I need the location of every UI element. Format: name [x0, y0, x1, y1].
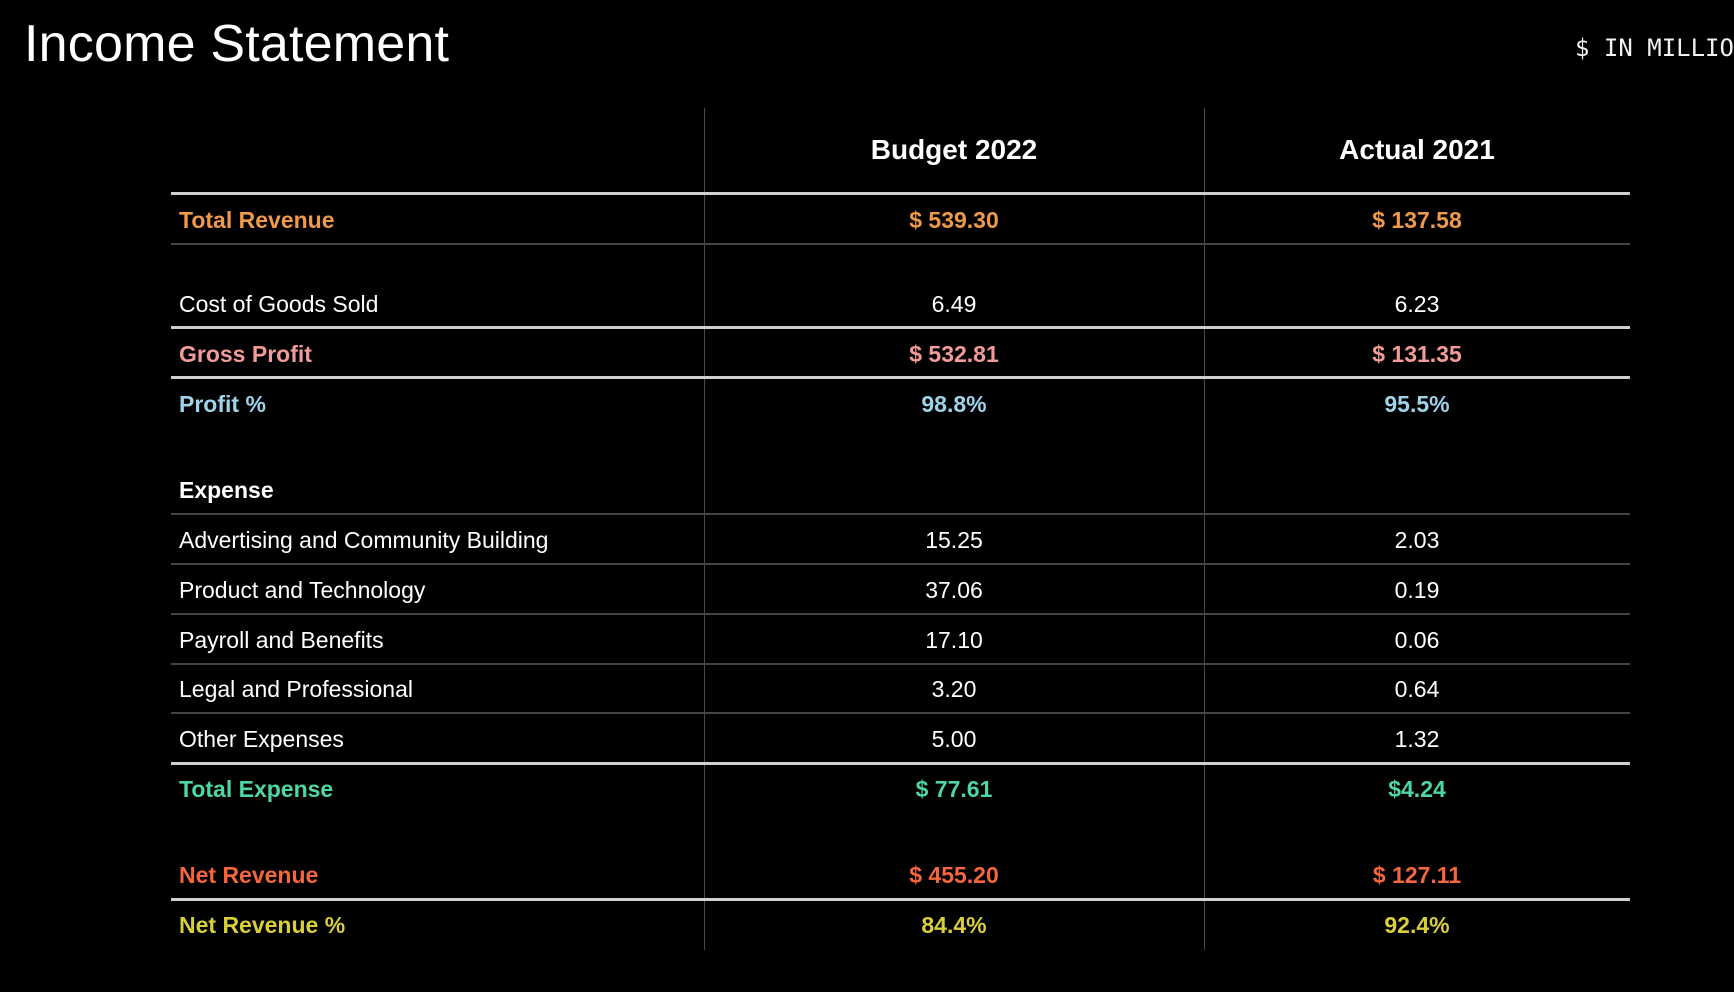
budget-2022-value: $ 455.20 — [909, 862, 999, 888]
row-label: Profit % — [179, 391, 266, 417]
table-row-total-revenue: Total Revenue $ 539.30 $ 137.58 — [171, 205, 1630, 235]
row-divider — [171, 762, 1630, 765]
budget-2022-value: 3.20 — [931, 676, 977, 702]
column-divider — [704, 108, 705, 950]
row-label: Payroll and Benefits — [179, 627, 384, 653]
row-label: Net Revenue — [179, 862, 319, 888]
budget-2022-value: 5.00 — [931, 726, 977, 752]
table-row-net-revenue: Net Revenue $ 455.20 $ 127.11 — [171, 860, 1630, 890]
row-label: Gross Profit — [179, 341, 312, 367]
actual-2021-value: 2.03 — [1394, 527, 1440, 553]
table-row-advertising: Advertising and Community Building 15.25… — [171, 525, 1630, 555]
budget-2022-value: 6.49 — [931, 291, 977, 317]
budget-2022-value: $ 539.30 — [909, 207, 999, 233]
row-label: Product and Technology — [179, 577, 426, 603]
budget-2022-value: $ 532.81 — [909, 341, 999, 367]
row-label: Cost of Goods Sold — [179, 291, 379, 317]
actual-2021-value: 95.5% — [1384, 391, 1450, 417]
row-label: Net Revenue % — [179, 912, 346, 938]
header-budget-2022: Budget 2022 — [870, 134, 1038, 165]
actual-2021-value: 0.06 — [1394, 627, 1440, 653]
row-divider — [171, 563, 1630, 565]
actual-2021-value: 92.4% — [1384, 912, 1450, 938]
row-divider — [171, 326, 1630, 329]
row-divider — [171, 376, 1630, 379]
actual-2021-value: 1.32 — [1394, 726, 1440, 752]
header-divider — [171, 192, 1630, 195]
header-actual-2021: Actual 2021 — [1339, 134, 1495, 165]
table-row-total-expense: Total Expense $ 77.61 $4.24 — [171, 774, 1630, 804]
row-label: Other Expenses — [179, 726, 344, 752]
row-divider — [171, 898, 1630, 901]
row-label: Total Expense — [179, 776, 334, 802]
income-statement-table: Budget 2022 Actual 2021 Total Revenue $ … — [171, 108, 1630, 950]
budget-2022-value: 17.10 — [925, 627, 983, 653]
actual-2021-value: $ 131.35 — [1372, 341, 1462, 367]
budget-2022-value: 15.25 — [925, 527, 983, 553]
budget-2022-value: 84.4% — [921, 912, 987, 938]
budget-2022-value: 98.8% — [921, 391, 987, 417]
budget-2022-value: 37.06 — [925, 577, 983, 603]
budget-2022-value: $ 77.61 — [915, 776, 993, 802]
actual-2021-value: 0.19 — [1394, 577, 1440, 603]
column-divider — [1204, 108, 1205, 950]
table-row-other-expenses: Other Expenses 5.00 1.32 — [171, 724, 1630, 754]
actual-2021-value: $ 137.58 — [1372, 207, 1462, 233]
table-row-cogs: Cost of Goods Sold 6.49 6.23 — [171, 289, 1630, 319]
table-row-gross-profit: Gross Profit $ 532.81 $ 131.35 — [171, 339, 1630, 369]
section-label: Expense — [179, 477, 274, 503]
row-divider — [171, 243, 1630, 245]
actual-2021-value: $ 127.11 — [1372, 862, 1462, 888]
table-row-payroll: Payroll and Benefits 17.10 0.06 — [171, 625, 1630, 655]
units-label: $ IN MILLIONS — [1575, 34, 1734, 62]
row-label: Advertising and Community Building — [179, 527, 549, 553]
row-label: Legal and Professional — [179, 676, 413, 702]
row-divider — [171, 513, 1630, 515]
actual-2021-value: 6.23 — [1394, 291, 1440, 317]
actual-2021-value: 0.64 — [1394, 676, 1440, 702]
table-row-product-technology: Product and Technology 37.06 0.19 — [171, 575, 1630, 605]
actual-2021-value: $4.24 — [1388, 776, 1446, 802]
row-label: Total Revenue — [179, 207, 335, 233]
table-row-profit-pct: Profit % 98.8% 95.5% — [171, 389, 1630, 419]
table-row-expense-header: Expense — [171, 475, 1630, 505]
table-row-legal: Legal and Professional 3.20 0.64 — [171, 674, 1630, 704]
table-header-row: Budget 2022 Actual 2021 — [171, 130, 1630, 170]
row-divider — [171, 663, 1630, 665]
page-title: Income Statement — [24, 15, 450, 73]
table-row-net-revenue-pct: Net Revenue % 84.4% 92.4% — [171, 910, 1630, 940]
row-divider — [171, 712, 1630, 714]
row-divider — [171, 613, 1630, 615]
